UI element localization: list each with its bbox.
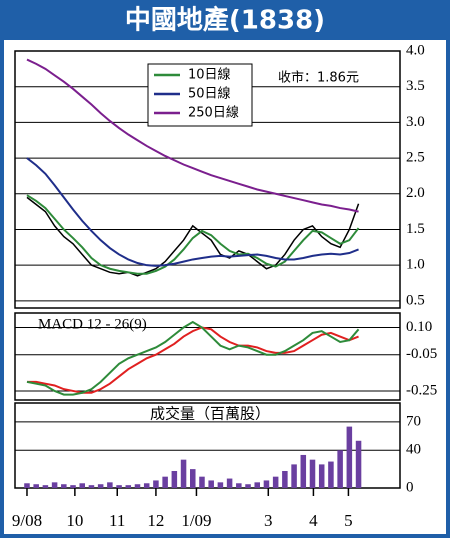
legend-label: 50日線: [188, 86, 231, 102]
bar: [236, 483, 242, 488]
panel-label: 成交量（百萬股）: [150, 404, 270, 422]
bar: [282, 471, 288, 488]
y-tick-label: 1.0: [406, 257, 425, 273]
bar: [116, 485, 122, 488]
chart-title: 中國地產(1838): [125, 5, 325, 36]
bar: [51, 482, 58, 488]
bar: [171, 471, 178, 488]
y-tick-label: -0.25: [406, 382, 437, 398]
x-tick-label: 10: [66, 511, 83, 530]
series-line: [26, 157, 359, 267]
bar: [226, 478, 233, 488]
x-tick-label: 1/09: [181, 511, 211, 530]
x-tick-label: 12: [147, 511, 164, 530]
bar: [217, 482, 224, 488]
bar: [70, 485, 76, 488]
bar: [134, 484, 141, 488]
legend-label: 10日線: [188, 67, 231, 83]
y-tick-label: 3.0: [406, 114, 425, 130]
bar: [300, 454, 307, 488]
bar: [254, 482, 260, 488]
bar: [125, 485, 132, 488]
bar: [199, 476, 205, 488]
y-tick-label: 0.10: [406, 319, 432, 335]
bar: [346, 426, 353, 488]
bar: [162, 476, 168, 488]
panel-label: MACD 12 - 26(9): [38, 316, 147, 332]
bar: [88, 485, 95, 488]
bar: [42, 485, 49, 488]
y-tick-label: 4.0: [406, 42, 425, 58]
bar: [190, 469, 196, 488]
y-tick-label: -0.05: [406, 346, 437, 362]
bar: [24, 483, 30, 488]
bar: [208, 480, 214, 488]
bar: [97, 484, 104, 488]
bar: [263, 480, 270, 488]
y-tick-label: 0.5: [406, 292, 425, 308]
series-line: [26, 194, 360, 275]
y-tick-label: 2.0: [406, 185, 425, 201]
bar: [337, 450, 343, 488]
y-tick-label: 70: [406, 413, 421, 429]
series-line: [26, 320, 360, 396]
bar: [33, 484, 39, 488]
bar: [245, 484, 251, 488]
bar: [61, 484, 67, 488]
bar: [153, 480, 159, 488]
panel: [14, 312, 401, 401]
y-tick-label: 40: [406, 442, 421, 458]
series-line: [26, 58, 359, 213]
bar: [328, 461, 334, 488]
bar: [291, 464, 297, 488]
legend-label: 250日線: [188, 105, 239, 121]
bar: [79, 483, 85, 488]
x-tick-label: 4: [309, 511, 318, 530]
y-tick-label: 2.5: [406, 150, 425, 166]
y-tick-label: 1.5: [406, 221, 425, 237]
y-tick-label: 0: [406, 479, 414, 495]
series-line: [26, 196, 360, 277]
bar: [318, 464, 325, 488]
bar: [180, 459, 187, 488]
x-tick-label: 11: [109, 511, 125, 530]
bar: [272, 476, 279, 488]
bar: [355, 440, 362, 488]
annotation: 收市：1.86元: [278, 70, 359, 86]
bar: [143, 483, 150, 488]
bar: [309, 459, 316, 488]
x-tick-label: 5: [344, 511, 353, 530]
bar: [107, 482, 113, 488]
x-tick-label: 3: [264, 511, 273, 530]
x-tick-label: 9/08: [12, 511, 42, 530]
y-tick-label: 3.5: [406, 78, 425, 94]
